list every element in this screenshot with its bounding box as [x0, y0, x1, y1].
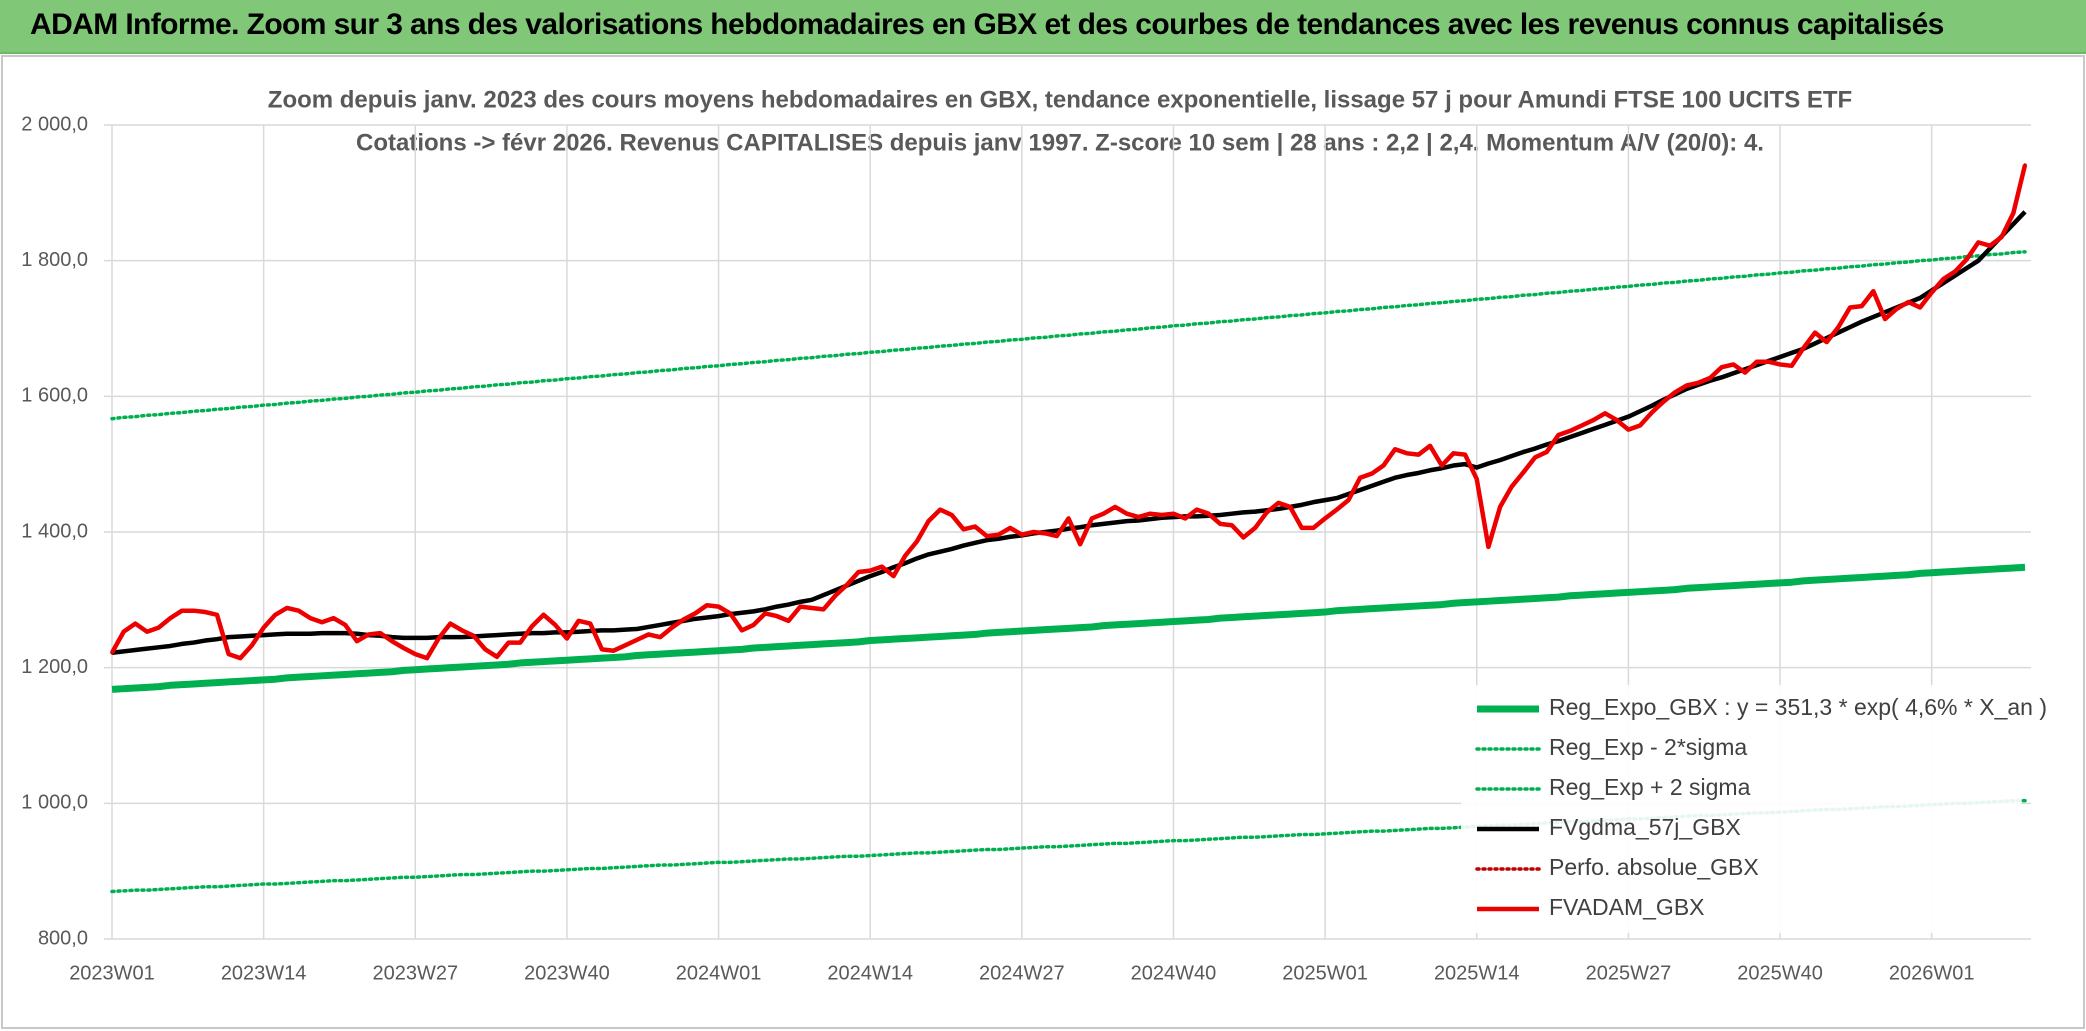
x-tick-label: 2024W14: [827, 962, 913, 984]
legend-label: Reg_Expo_GBX : y = 351,3 * exp( 4,6% * X…: [1549, 694, 2047, 720]
x-tick-label: 2023W27: [372, 962, 458, 984]
legend-label: FVgdma_57j_GBX: [1549, 814, 1741, 840]
y-tick-label: 1 000,0: [21, 792, 88, 814]
header-title: ADAM Informe. Zoom sur 3 ans des valoris…: [30, 8, 1944, 41]
y-tick-label: 800,0: [38, 927, 88, 949]
x-tick-label: 2026W01: [1889, 962, 1975, 984]
y-tick-label: 1 800,0: [21, 249, 88, 271]
x-tick-label: 2024W40: [1131, 962, 1217, 984]
legend-label: Perfo. absolue_GBX: [1549, 854, 1759, 880]
legend-label: Reg_Exp - 2*sigma: [1549, 734, 1747, 760]
legend-label: Reg_Exp + 2 sigma: [1549, 774, 1751, 800]
chart-title: Cotations -> févr 2026. Revenus CAPITALI…: [356, 129, 1764, 156]
legend-box: [1461, 685, 2021, 933]
x-tick-label: 2025W27: [1586, 962, 1672, 984]
x-tick-label: 2023W01: [69, 962, 155, 984]
series-line: [110, 250, 2027, 421]
x-tick-label: 2024W27: [979, 962, 1065, 984]
x-tick-label: 2024W01: [676, 962, 762, 984]
chart: Zoom depuis janv. 2023 des cours moyens …: [1, 55, 2085, 1029]
chart-title: Zoom depuis janv. 2023 des cours moyens …: [268, 86, 1852, 113]
x-tick-label: 2023W40: [524, 962, 610, 984]
series-line: [111, 563, 2026, 693]
y-tick-label: 1 400,0: [21, 520, 88, 542]
x-tick-label: 2025W14: [1434, 962, 1520, 984]
header: ADAM Informe. Zoom sur 3 ans des valoris…: [0, 0, 2086, 54]
x-tick-label: 2025W40: [1737, 962, 1823, 984]
y-tick-label: 2 000,0: [21, 113, 88, 135]
x-tick-label: 2025W01: [1282, 962, 1368, 984]
x-tick-label: 2023W14: [221, 962, 307, 984]
legend-label: FVADAM_GBX: [1549, 894, 1705, 920]
y-tick-label: 1 600,0: [21, 385, 88, 407]
y-tick-label: 1 200,0: [21, 656, 88, 678]
series-line: [110, 164, 2028, 661]
series-line: [111, 210, 2027, 655]
